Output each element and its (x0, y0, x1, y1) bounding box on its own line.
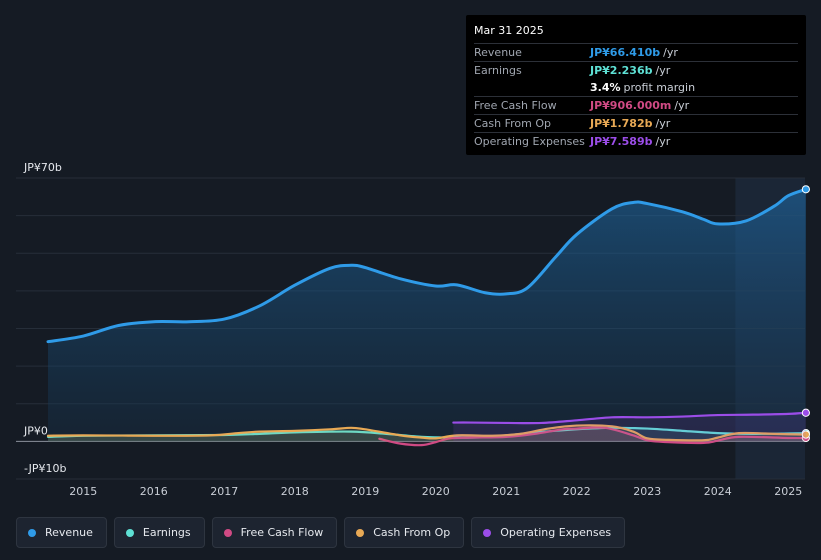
y-tick-label: JP¥70b (23, 161, 62, 174)
tooltip-label: Earnings (474, 64, 522, 77)
x-tick-label: 2015 (69, 485, 97, 498)
tooltip-unit: /yr (663, 46, 678, 59)
revenue-area (48, 189, 806, 442)
tooltip-row: Earnings JP¥2.236b/yr (474, 61, 798, 79)
revenue-line (46, 187, 808, 344)
legend-item-earnings[interactable]: Earnings (113, 517, 205, 548)
x-tick-label: 2020 (422, 485, 450, 498)
x-tick-label: 2021 (492, 485, 520, 498)
legend-dot-icon (356, 528, 365, 537)
legend-dot-icon (28, 528, 36, 537)
legend-item-cash-from-op[interactable]: Cash From Op (344, 517, 465, 548)
tooltip-row: Cash From Op JP¥1.782b/yr (474, 114, 798, 132)
legend-label: Free Cash Flow (240, 526, 324, 539)
tooltip-label: Free Cash Flow (474, 99, 557, 112)
legend: Revenue Earnings Free Cash Flow Cash From O… (16, 517, 626, 548)
legend-item-operating-expenses[interactable]: Operating Expenses (471, 517, 626, 548)
cash-from-op-end-marker (801, 430, 810, 439)
revenue-end-marker (801, 185, 810, 194)
tooltip-unit: /yr (655, 64, 671, 77)
cash-from-op-area (48, 425, 806, 442)
tooltip-label: Revenue (474, 46, 522, 59)
tooltip-label: Cash From Op (474, 117, 552, 130)
tooltip-label: Operating Expenses (474, 135, 585, 148)
tooltip-unit: /yr (655, 117, 671, 130)
y-tick-label: JP¥0 (23, 424, 48, 437)
legend-item-revenue[interactable]: Revenue (16, 517, 107, 548)
legend-label: Cash From Op (373, 526, 451, 539)
tooltip-row: Operating Expenses JP¥7.589b/yr (474, 132, 798, 150)
legend-item-free-cash-flow[interactable]: Free Cash Flow (211, 517, 338, 548)
x-tick-label: 2018 (281, 485, 309, 498)
legend-label: Revenue (45, 526, 93, 539)
operating-expenses-area (453, 412, 806, 442)
x-tick-label: 2024 (704, 485, 732, 498)
legend-label: Operating Expenses (500, 526, 612, 539)
legend-dot-icon (483, 528, 492, 537)
tooltip-row: 3.4% profit margin (474, 79, 798, 96)
tooltip-value: JP¥2.236b (590, 64, 653, 77)
x-tick-label: 2016 (140, 485, 168, 498)
tooltip-value: JP¥1.782b (590, 117, 653, 130)
tooltip-value: JP¥66.410b (590, 46, 661, 59)
tooltip-unit: /yr (655, 135, 671, 148)
tooltip-row: Free Cash Flow JP¥906.000m/yr (474, 96, 798, 114)
series-layer (46, 185, 810, 447)
legend-label: Earnings (142, 526, 191, 539)
x-tick-label: 2019 (351, 485, 379, 498)
y-tick-label: -JP¥10b (24, 462, 66, 475)
operating-expenses-line (452, 411, 807, 425)
x-tick-label: 2017 (210, 485, 238, 498)
tooltip-value: JP¥906.000m (590, 99, 672, 112)
tooltip-unit: profit margin (623, 81, 696, 94)
operating-expenses-end-marker (801, 408, 810, 417)
legend-dot-icon (223, 528, 232, 537)
tooltip-row: Revenue JP¥66.410b/yr (474, 43, 798, 61)
cash-from-op-line (46, 424, 807, 442)
tooltip-unit: /yr (674, 99, 690, 112)
tooltip-rows: Revenue JP¥66.410b/yr Earnings JP¥2.236b/yr… (474, 43, 798, 150)
tooltip: Mar 31 2025 Revenue JP¥66.410b/yr Earnings… (466, 15, 806, 155)
free-cash-flow-line (378, 426, 807, 447)
tooltip-value: JP¥7.589b (590, 135, 653, 148)
x-tick-label: 2025 (774, 485, 802, 498)
tooltip-value: 3.4% (590, 81, 621, 94)
legend-dot-icon (125, 528, 134, 537)
x-tick-label: 2022 (563, 485, 591, 498)
tooltip-date: Mar 31 2025 (474, 24, 544, 37)
x-tick-label: 2023 (633, 485, 661, 498)
free-cash-flow-area (379, 427, 806, 446)
